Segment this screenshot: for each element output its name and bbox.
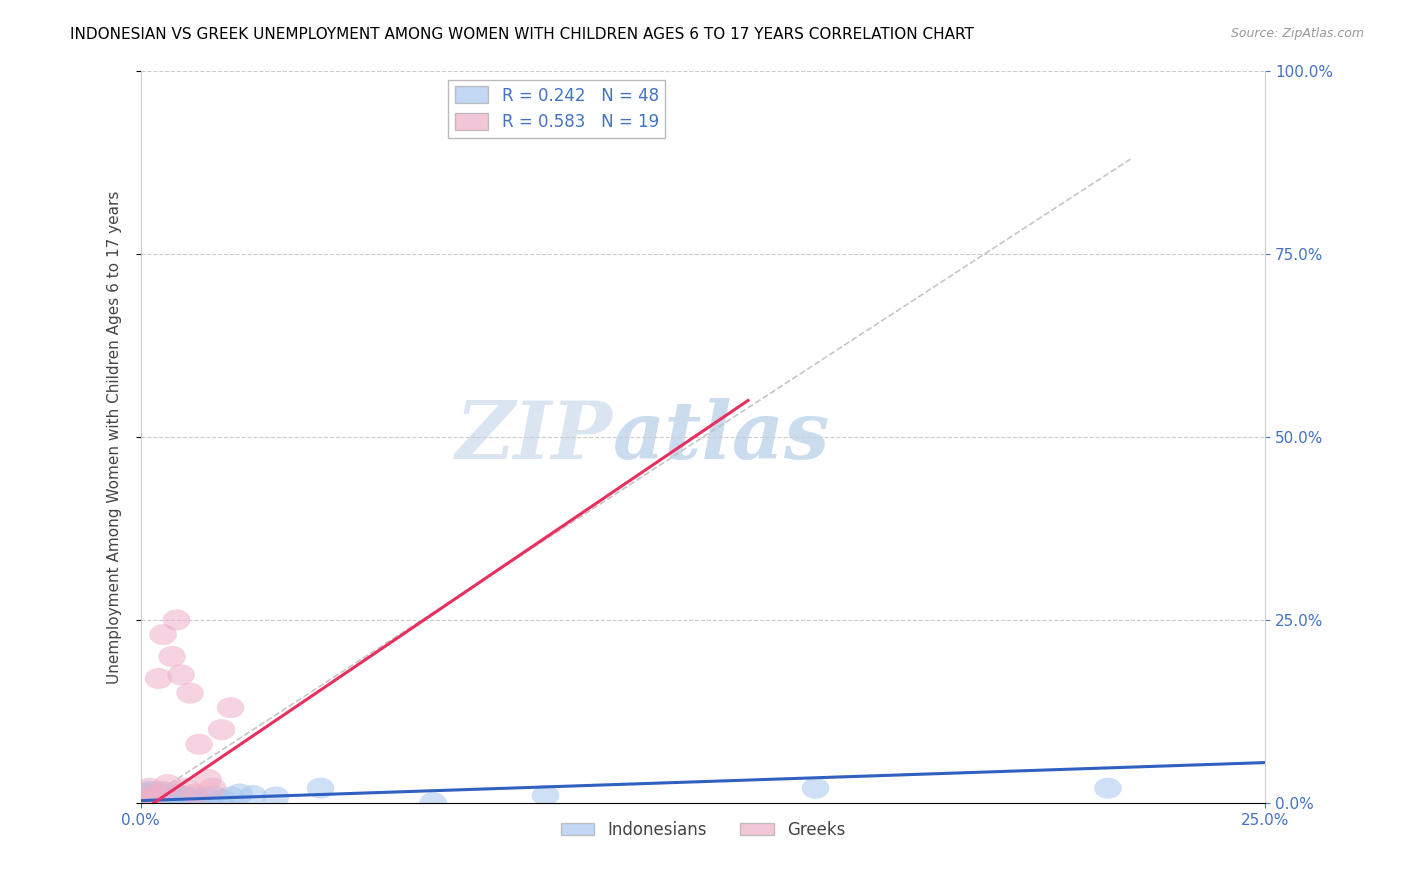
- Ellipse shape: [132, 789, 159, 809]
- Text: atlas: atlas: [613, 399, 831, 475]
- Ellipse shape: [141, 781, 167, 802]
- Ellipse shape: [163, 788, 190, 808]
- Text: ZIP: ZIP: [456, 399, 613, 475]
- Ellipse shape: [200, 778, 226, 798]
- Ellipse shape: [801, 778, 830, 798]
- Ellipse shape: [208, 720, 235, 739]
- Ellipse shape: [226, 784, 253, 805]
- Ellipse shape: [136, 784, 163, 805]
- Ellipse shape: [159, 789, 186, 810]
- Ellipse shape: [132, 782, 159, 803]
- Legend: Indonesians, Greeks: Indonesians, Greeks: [554, 814, 852, 846]
- Ellipse shape: [149, 781, 177, 802]
- Ellipse shape: [239, 785, 267, 805]
- Ellipse shape: [149, 785, 177, 805]
- Ellipse shape: [194, 788, 222, 808]
- Text: INDONESIAN VS GREEK UNEMPLOYMENT AMONG WOMEN WITH CHILDREN AGES 6 TO 17 YEARS CO: INDONESIAN VS GREEK UNEMPLOYMENT AMONG W…: [70, 27, 974, 42]
- Ellipse shape: [141, 785, 167, 805]
- Ellipse shape: [167, 785, 194, 805]
- Ellipse shape: [155, 788, 181, 808]
- Ellipse shape: [136, 780, 163, 801]
- Ellipse shape: [149, 624, 177, 645]
- Ellipse shape: [531, 785, 560, 805]
- Ellipse shape: [145, 787, 172, 807]
- Ellipse shape: [136, 791, 163, 812]
- Ellipse shape: [181, 787, 208, 807]
- Ellipse shape: [217, 787, 245, 807]
- Ellipse shape: [136, 789, 163, 809]
- Ellipse shape: [141, 785, 167, 805]
- Ellipse shape: [136, 778, 163, 798]
- Ellipse shape: [159, 787, 186, 807]
- Ellipse shape: [167, 789, 194, 809]
- Ellipse shape: [132, 790, 159, 811]
- Ellipse shape: [177, 683, 204, 703]
- Ellipse shape: [155, 774, 181, 795]
- Ellipse shape: [145, 783, 172, 804]
- Text: Source: ZipAtlas.com: Source: ZipAtlas.com: [1230, 27, 1364, 40]
- Ellipse shape: [145, 668, 172, 689]
- Ellipse shape: [132, 785, 159, 805]
- Ellipse shape: [136, 787, 163, 807]
- Ellipse shape: [194, 769, 222, 789]
- Ellipse shape: [145, 789, 172, 810]
- Ellipse shape: [172, 778, 200, 798]
- Ellipse shape: [177, 789, 204, 809]
- Y-axis label: Unemployment Among Women with Children Ages 6 to 17 years: Unemployment Among Women with Children A…: [107, 190, 122, 684]
- Ellipse shape: [163, 610, 190, 630]
- Ellipse shape: [163, 790, 190, 811]
- Ellipse shape: [159, 647, 186, 666]
- Ellipse shape: [167, 665, 194, 685]
- Ellipse shape: [217, 698, 245, 718]
- Ellipse shape: [262, 787, 290, 807]
- Ellipse shape: [172, 786, 200, 806]
- Ellipse shape: [141, 790, 167, 811]
- Ellipse shape: [186, 789, 212, 809]
- Ellipse shape: [200, 785, 226, 805]
- Ellipse shape: [186, 734, 212, 755]
- Ellipse shape: [419, 793, 447, 813]
- Ellipse shape: [149, 789, 177, 809]
- Ellipse shape: [208, 789, 235, 809]
- Ellipse shape: [155, 790, 181, 811]
- Ellipse shape: [307, 778, 335, 798]
- Ellipse shape: [163, 784, 190, 805]
- Ellipse shape: [149, 791, 177, 812]
- Ellipse shape: [159, 783, 186, 804]
- Ellipse shape: [132, 789, 159, 809]
- Ellipse shape: [136, 789, 163, 809]
- Ellipse shape: [172, 789, 200, 810]
- Ellipse shape: [1094, 778, 1122, 798]
- Ellipse shape: [181, 784, 208, 805]
- Ellipse shape: [141, 788, 167, 808]
- Ellipse shape: [149, 781, 177, 802]
- Ellipse shape: [155, 784, 181, 805]
